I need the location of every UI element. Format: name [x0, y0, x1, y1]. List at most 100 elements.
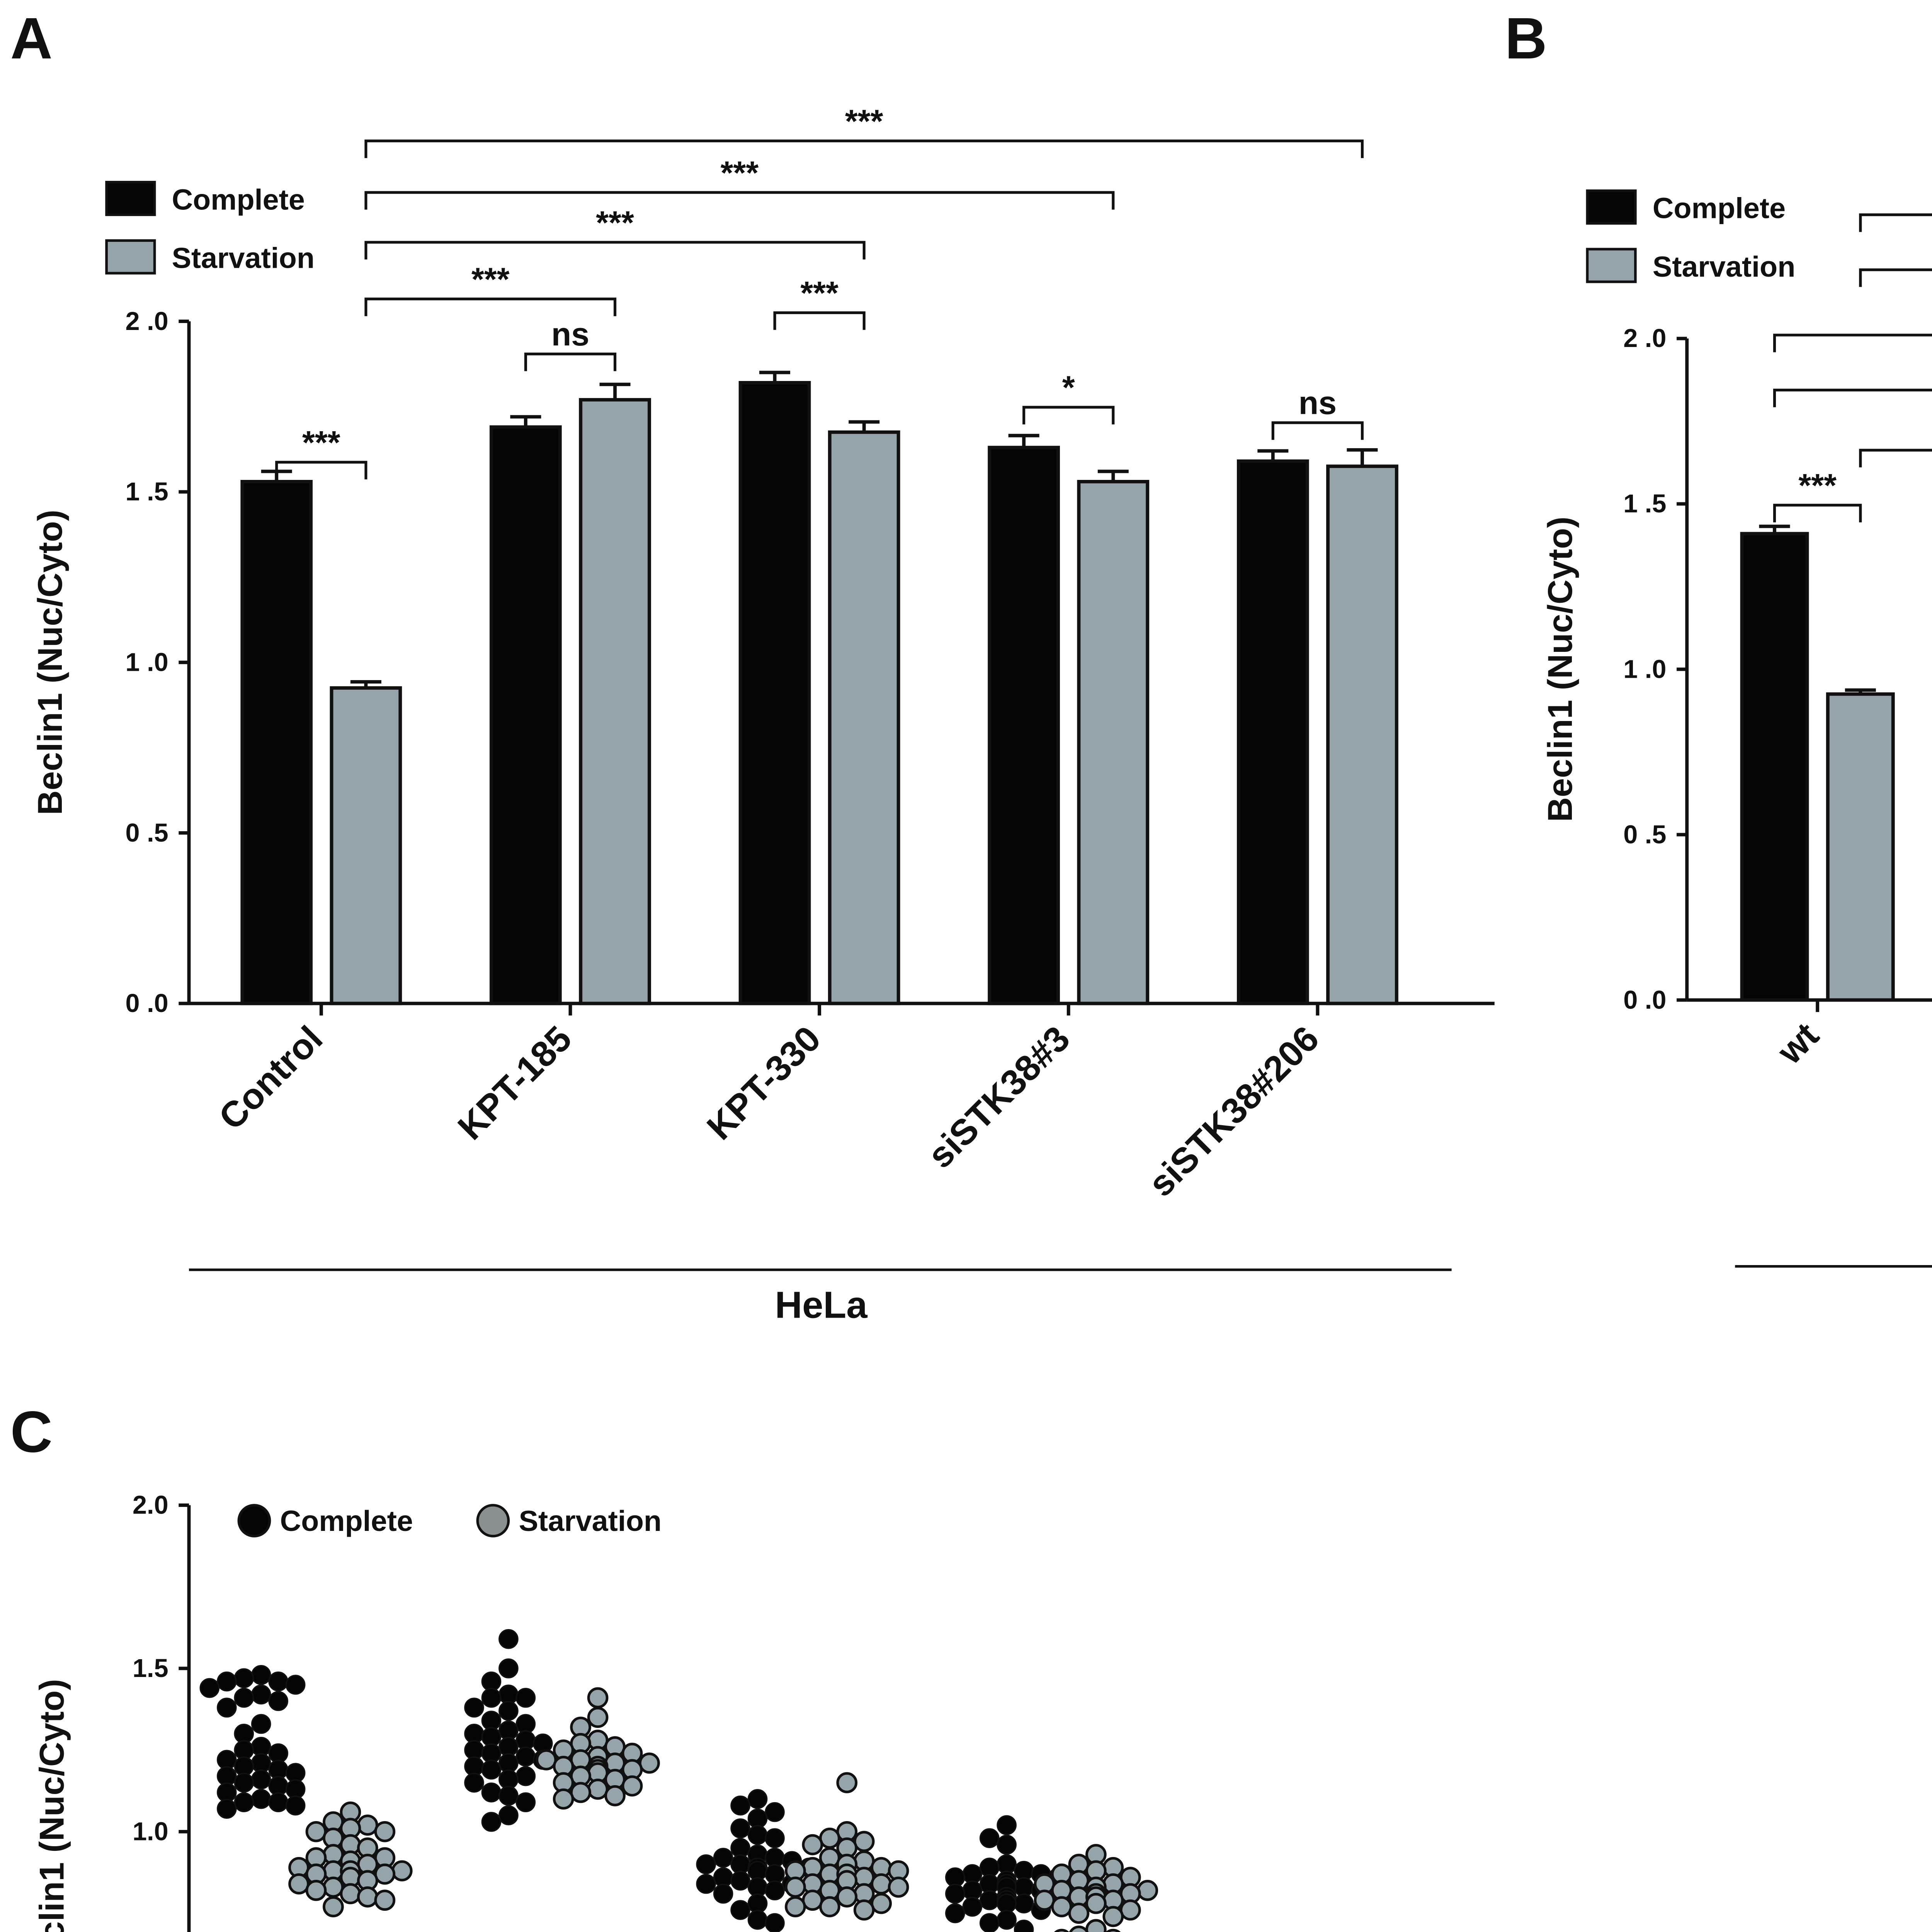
panel-a-significance-label: ***	[596, 204, 634, 241]
panel-b-significance-bracket	[1859, 449, 1932, 468]
panel-b-significance-bracket	[1773, 333, 1932, 352]
panel-c-point-starvation	[391, 1860, 413, 1882]
panel-c-point-complete	[515, 1688, 536, 1708]
panel-a-category-label: Control	[211, 1018, 330, 1138]
panel-c-point-complete	[498, 1805, 519, 1825]
panel-a-chart: 0 .0 0 .5 1 .0 1 .5 2 .0 Beclin1 (Nuc/Cyto) Co…	[31, 103, 1495, 1204]
panel-c-point-complete	[268, 1792, 289, 1813]
panel-a-significance-bracket	[364, 139, 1364, 158]
panel-c-point-starvation	[374, 1821, 396, 1842]
panel-c-point-complete	[515, 1792, 536, 1813]
panel-c-point-complete	[268, 1691, 289, 1711]
panel-c-point-complete	[979, 1913, 1000, 1932]
panel-c-point-complete	[234, 1688, 254, 1708]
panel-c-point-starvation	[819, 1896, 840, 1917]
panel-c-point-complete	[997, 1815, 1017, 1835]
panel-c-point-complete	[234, 1668, 254, 1688]
panel-a-category-label: KPT-185	[450, 1018, 579, 1148]
panel-b-significance-bracket	[1773, 388, 1932, 407]
panel-c-point-complete	[251, 1769, 271, 1789]
panel-letter-c: C	[10, 1400, 53, 1465]
panel-a-significance-label: ns	[551, 316, 590, 352]
panel-c-point-starvation	[357, 1815, 378, 1836]
panel-a-group-label: HeLa	[775, 1284, 868, 1326]
panel-a-y-tick-label: 2 .0	[125, 307, 168, 336]
panel-c-y-tick-label: 1.5	[133, 1654, 168, 1683]
panel-c-point-complete	[765, 1828, 785, 1848]
panel-a-legend-swatch-starvation	[105, 239, 156, 275]
panel-c-point-complete	[481, 1688, 502, 1708]
panel-c-point-starvation	[1085, 1893, 1107, 1914]
panel-c-point-starvation	[587, 1687, 609, 1709]
panel-c-point-complete	[217, 1671, 237, 1692]
panel-c-point-starvation	[621, 1775, 643, 1797]
panel-c-point-starvation	[323, 1876, 344, 1898]
panel-c-point-starvation	[1068, 1903, 1090, 1924]
panel-c-point-complete	[268, 1671, 289, 1692]
panel-c-point-starvation	[639, 1752, 660, 1774]
panel-a-legend-swatch-complete	[105, 181, 156, 216]
panel-c-point-complete	[251, 1714, 271, 1734]
panel-a-significance-bracket	[364, 191, 1115, 210]
panel-c-point-starvation	[374, 1889, 396, 1911]
panel-c-point-starvation	[785, 1896, 806, 1917]
panel-c-point-starvation	[604, 1785, 626, 1806]
panel-c-point-complete	[713, 1884, 733, 1904]
panel-b-y-tick-label: 2 .0	[1623, 324, 1666, 353]
panel-c-point-starvation	[1034, 1889, 1055, 1911]
panel-a-legend-label: Complete	[172, 184, 305, 216]
panel-c-point-complete	[730, 1818, 750, 1838]
panel-c-point-complete	[747, 1910, 768, 1930]
panel-b-category-label: wt	[1769, 1015, 1826, 1072]
panel-c-legend-marker-starvation	[476, 1504, 510, 1537]
panel-c-legend-label: Complete	[280, 1505, 413, 1537]
panel-a-significance-bracket	[1271, 421, 1364, 440]
panel-c-point-complete	[945, 1884, 965, 1904]
panel-c-point-starvation	[853, 1899, 875, 1921]
panel-c-point-complete	[997, 1835, 1017, 1855]
panel-a-y-tick-label: 0 .0	[125, 989, 168, 1018]
panel-a-significance-label: ***	[302, 424, 340, 461]
panel-a-category-label: KPT-330	[699, 1018, 828, 1148]
panel-a-category-label: siSTK38#206	[1140, 1018, 1327, 1204]
panel-c-point-starvation	[1054, 1929, 1070, 1932]
panel-a-bar-starvation	[1077, 480, 1150, 1005]
panel-c-point-complete	[217, 1697, 237, 1718]
panel-c-point-complete	[962, 1896, 983, 1917]
panel-c-point-starvation	[1137, 1880, 1158, 1901]
panel-a-bar-starvation	[828, 430, 900, 1005]
panel-c-point-starvation	[305, 1880, 327, 1901]
panel-c-point-starvation	[357, 1886, 378, 1908]
panel-c-point-starvation	[785, 1876, 806, 1898]
panel-c-point-complete	[217, 1799, 237, 1819]
panel-c-point-starvation	[1069, 1925, 1089, 1932]
panel-a-significance-label: ***	[800, 275, 838, 311]
panel-b-legend-label: Starvation	[1653, 251, 1796, 283]
panel-c-point-complete	[251, 1665, 271, 1685]
panel-c-point-complete	[730, 1900, 750, 1920]
panel-c-point-starvation	[853, 1831, 875, 1852]
panel-a-bar-complete	[738, 381, 811, 1005]
panel-a-significance-bracket	[524, 352, 617, 371]
panel-c-y-tick-label: 2.0	[133, 1491, 168, 1520]
panel-a-category-label: siSTK38#3	[920, 1018, 1077, 1176]
panel-c-point-starvation	[871, 1873, 892, 1895]
panel-c-point-complete	[747, 1789, 768, 1809]
panel-c-point-complete	[696, 1874, 716, 1894]
panel-c-point-complete	[945, 1903, 965, 1923]
panel-a-significance-bracket	[364, 298, 617, 316]
panel-b-y-tick-label: 0 .5	[1623, 820, 1666, 849]
panel-c-point-complete	[1014, 1893, 1034, 1913]
panel-c-point-complete	[498, 1658, 519, 1679]
panel-a-significance-label: ***	[721, 155, 759, 191]
panel-b-y-tick-label: 1 .5	[1623, 490, 1666, 518]
panel-c-point-starvation	[570, 1782, 592, 1803]
panel-c-point-complete	[979, 1828, 1000, 1848]
panel-a-bar-complete	[240, 480, 313, 1005]
panel-a-significance-bracket	[773, 311, 866, 330]
panel-b-legend-swatch-starvation	[1586, 248, 1637, 283]
panel-a-y-axis-title: Beclin1 (Nuc/Cyto)	[31, 510, 69, 815]
panel-a-y-tick-label: 0 .5	[125, 819, 168, 847]
panel-c-point-complete	[234, 1792, 254, 1813]
